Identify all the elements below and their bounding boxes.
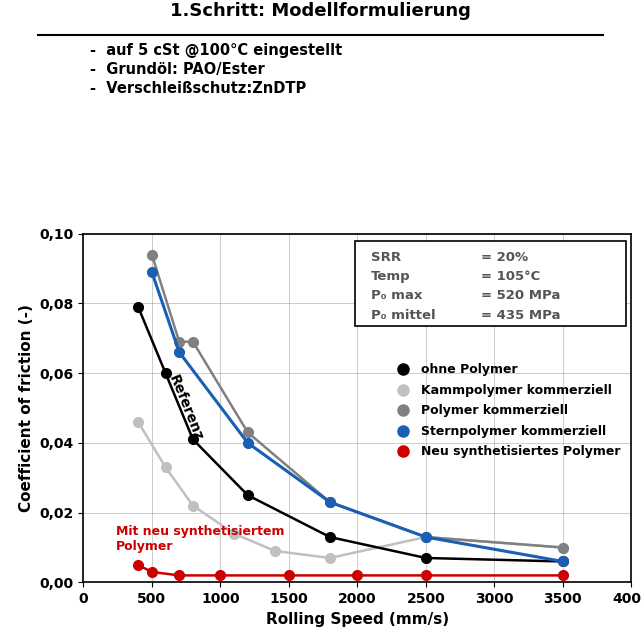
Text: = 20%: = 20% <box>481 251 528 264</box>
Legend: ohne Polymer, Kammpolymer kommerziell, Polymer kommerziell, Sternpolymer kommerz: ohne Polymer, Kammpolymer kommerziell, P… <box>386 358 625 463</box>
Text: P₀ mittel: P₀ mittel <box>371 308 436 321</box>
Text: -  Grundöl: PAO/Ester: - Grundöl: PAO/Ester <box>90 62 265 77</box>
X-axis label: Rolling Speed (mm/s): Rolling Speed (mm/s) <box>266 612 449 627</box>
Text: Mit neu synthetisiertem
Polymer: Mit neu synthetisiertem Polymer <box>116 525 285 553</box>
Text: P₀ max: P₀ max <box>371 289 422 303</box>
Text: = 435 MPa: = 435 MPa <box>481 308 560 321</box>
Text: 1.Schritt: Modellformulierung: 1.Schritt: Modellformulierung <box>170 2 471 20</box>
Text: = 105°C: = 105°C <box>481 270 540 284</box>
Text: SRR: SRR <box>371 251 401 264</box>
Text: Temp: Temp <box>371 270 411 284</box>
Y-axis label: Coefficient of friction (-): Coefficient of friction (-) <box>19 304 34 512</box>
FancyBboxPatch shape <box>354 241 626 326</box>
Text: = 520 MPa: = 520 MPa <box>481 289 560 303</box>
Text: Referenz: Referenz <box>166 373 205 443</box>
Text: -  Verschleißschutz:ZnDTP: - Verschleißschutz:ZnDTP <box>90 81 306 96</box>
Text: -  auf 5 cSt @100°C eingestellt: - auf 5 cSt @100°C eingestellt <box>90 44 342 58</box>
